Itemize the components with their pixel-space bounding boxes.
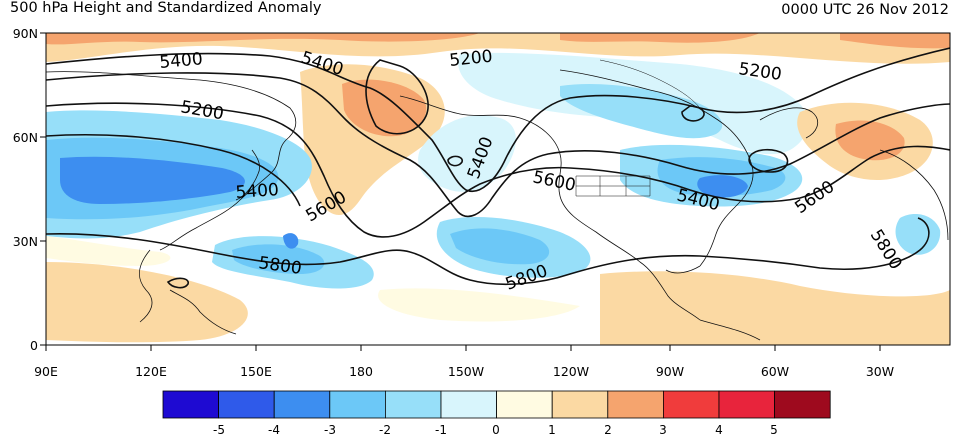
lat-tick-label: 0: [30, 338, 38, 353]
lon-tick-label: 60W: [761, 364, 789, 379]
colorbar-label: -4: [268, 423, 280, 436]
colorbar-label: 5: [770, 423, 778, 436]
lon-tick-label: 90W: [656, 364, 684, 379]
lat-tick-label: 30N: [13, 234, 38, 249]
contour-closed-low: [681, 105, 705, 122]
lon-labels: 90E 120E 150E 180 150W 120W 90W 60W 30W: [34, 364, 894, 379]
coastline-south-america: [699, 319, 761, 341]
anomaly-region: [283, 233, 299, 249]
contour-5600: [46, 102, 950, 238]
anomaly-region: [840, 33, 950, 49]
lon-tick-label: 90E: [34, 364, 58, 379]
anomaly-region: [46, 33, 480, 45]
plot-frame: [45, 32, 951, 346]
anomaly-region: [560, 33, 760, 43]
colorbar-box: [663, 390, 720, 419]
anomaly-region: [450, 228, 550, 265]
contour-closed-low: [447, 155, 463, 167]
anomaly-region: [418, 115, 516, 192]
contour-5400: [46, 72, 950, 218]
coastline-arctic-islands: [599, 59, 701, 109]
anomaly-region: [378, 288, 580, 322]
colorbar-label: -3: [324, 423, 336, 436]
contour-5800: [46, 217, 930, 286]
anomaly-region: [232, 244, 325, 274]
colorbar-box: [273, 390, 331, 419]
coastline-japan: [235, 149, 260, 201]
anomaly-shading: [46, 33, 950, 345]
anomaly-region: [560, 83, 723, 139]
lon-tick-label: 180: [349, 364, 373, 379]
lon-tick-label: 120W: [553, 364, 589, 379]
contour-5500: [46, 133, 301, 207]
colorbar-box: [384, 390, 442, 419]
contour-closed-ridge: [365, 59, 429, 135]
anomaly-region: [60, 156, 245, 204]
coastline-north-america-east: [559, 69, 754, 267]
colorbar-label: 0: [492, 423, 500, 436]
lon-tick-label: 30W: [866, 364, 894, 379]
anomaly-region: [600, 271, 950, 345]
lon-tick-label: 120E: [135, 364, 167, 379]
contour-closed-high: [166, 277, 189, 289]
height-contours: [46, 47, 950, 289]
colorbar-boxes: [162, 390, 831, 419]
colorbar-labels: -5 -4 -3 -2 -1 0 1 2 3 4 5: [213, 423, 778, 436]
coastline-gulf: [665, 265, 701, 274]
coastline-east-asia: [138, 249, 153, 323]
lat-tick-label: 90N: [13, 26, 38, 41]
lat-tick-label: 60N: [13, 130, 38, 145]
colorbar-box: [162, 390, 219, 419]
coastlines: [46, 59, 949, 341]
colorbar-box: [329, 390, 386, 419]
map-title: 500 hPa Height and Standardized Anomaly: [10, 0, 322, 16]
coastline-maritime: [169, 289, 237, 335]
contour-closed-low: [748, 148, 789, 173]
colorbar-box: [496, 390, 553, 419]
colorbar-label: -1: [435, 423, 447, 436]
contour-label: 5400: [159, 49, 204, 73]
colorbar-box: [440, 390, 497, 419]
anomaly-region: [342, 79, 427, 137]
colorbar-label: 3: [659, 423, 667, 436]
colorbar-label: -2: [379, 423, 391, 436]
anomaly-region: [697, 175, 748, 198]
colorbar-box: [218, 390, 275, 419]
map-valid-time: 0000 UTC 26 Nov 2012: [781, 2, 949, 18]
contour-label: 5400: [235, 180, 280, 203]
contour-label: 5200: [448, 47, 493, 71]
coastline-europe-africa: [879, 149, 949, 241]
colorbar-box: [551, 390, 609, 419]
coastline-greenland: [759, 107, 819, 139]
anomaly-region: [46, 236, 171, 266]
coastline-north-america-west: [399, 95, 701, 321]
anomaly-region: [895, 214, 941, 255]
colorbar-label: -5: [213, 423, 225, 436]
axis-ticks: [40, 32, 881, 351]
colorbar-box: [774, 390, 831, 419]
colorbar-label: 1: [548, 423, 556, 436]
lat-labels: 90N 60N 30N 0: [13, 26, 38, 353]
lon-tick-label: 150W: [448, 364, 484, 379]
colorbar-label: 2: [604, 423, 612, 436]
coastline-asia: [46, 71, 297, 251]
colorbar-label: 4: [715, 423, 723, 436]
colorbar: -5 -4 -3 -2 -1 0 1 2 3 4 5: [162, 390, 831, 436]
lon-tick-label: 150E: [240, 364, 272, 379]
anomaly-region: [46, 262, 248, 343]
state-boundaries: [575, 175, 651, 197]
colorbar-box: [718, 390, 775, 419]
colorbar-box: [607, 390, 664, 419]
